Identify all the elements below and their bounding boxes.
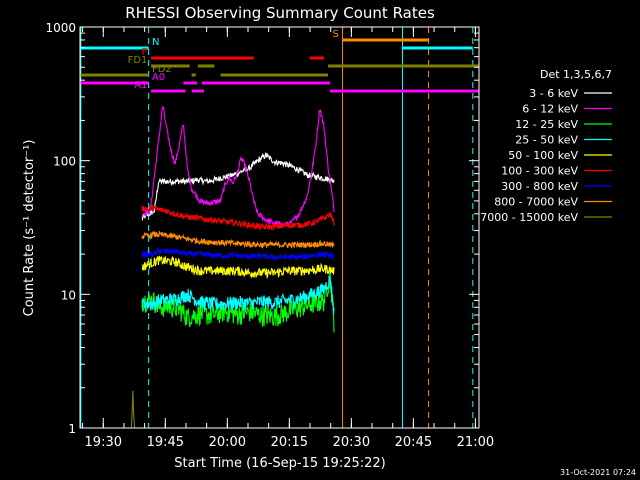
x-axis-label: Start Time (16-Sep-15 19:25:22) <box>174 456 385 471</box>
flag-label-1: S <box>332 29 338 40</box>
chart-title: RHESSI Observing Summary Count Rates <box>125 4 435 22</box>
legend-label-2: 12 - 25 keV <box>515 118 578 131</box>
flag-label-4: FD2 <box>152 64 172 75</box>
flag-label-5: A0 <box>152 72 165 83</box>
legend-label-7: 800 - 7000 keV <box>494 196 578 209</box>
flag-label-6: A1 <box>134 80 147 91</box>
series-line-3 <box>141 275 335 315</box>
series-line-6 <box>141 247 335 261</box>
series-line-7 <box>141 229 335 250</box>
vline-layer <box>80 27 474 428</box>
legend-label-6: 300 - 800 keV <box>501 180 578 193</box>
flag-label-2: F <box>142 47 148 58</box>
legend-label-8: 7000 - 15000 keV <box>480 211 578 224</box>
legend-label-1: 6 - 12 keV <box>522 103 578 116</box>
legend-label-0: 3 - 6 keV <box>529 87 578 100</box>
plot-frame <box>79 26 480 429</box>
y-tick-label-1: 10 <box>61 288 76 302</box>
x-tick-label-5: 20:45 <box>395 435 432 450</box>
legend: 3 - 6 keV 6 - 12 keV 12 - 25 keV 25 - 50 ke… <box>480 87 612 224</box>
series-line-4 <box>141 255 335 279</box>
flag-label-0: N <box>152 37 159 48</box>
y-tick-label-0: 1 <box>68 422 76 436</box>
legend-label-5: 100 - 300 keV <box>501 165 578 178</box>
series-layer <box>130 105 335 429</box>
y-tick-label-3: 1000 <box>45 21 76 35</box>
legend-label-4: 50 - 100 keV <box>508 149 578 162</box>
flag-label-3: FD1 <box>128 55 148 66</box>
x-tick-label-0: 19:30 <box>85 435 122 450</box>
series-line-1 <box>141 105 335 229</box>
legend-label-3: 25 - 50 keV <box>515 134 578 147</box>
legend-title: Det 1,3,5,6,7 <box>540 68 612 81</box>
x-tick-label-3: 20:15 <box>271 435 308 450</box>
x-tick-label-2: 20:00 <box>209 435 246 450</box>
y-tick-label-2: 100 <box>53 155 76 169</box>
x-tick-label-4: 20:30 <box>333 435 370 450</box>
series-line-8 <box>130 390 136 429</box>
series-line-5 <box>141 204 335 232</box>
date-stamp: 31-Oct-2021 07:24 <box>560 468 636 477</box>
x-tick-label-6: 21:00 <box>457 435 494 450</box>
axes-layer: 1 10 100 1000 19:30 19:45 20:00 20:15 20:30 20:45… <box>45 21 494 450</box>
y-axis-label: Count Rate (s⁻¹ detector⁻¹) <box>22 140 37 317</box>
x-tick-label-1: 19:45 <box>147 435 184 450</box>
series-line-0 <box>141 152 335 222</box>
